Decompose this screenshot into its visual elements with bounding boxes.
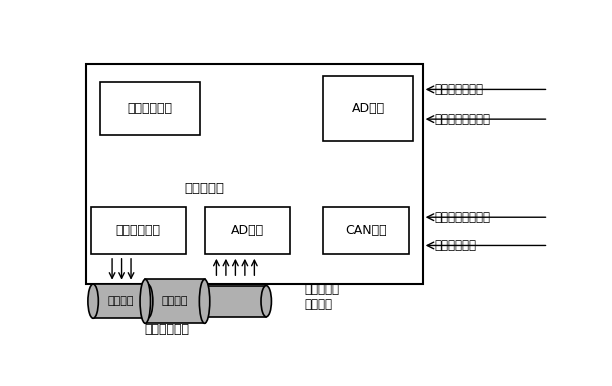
Bar — [93, 284, 147, 318]
Text: 转向输入信号: 转向输入信号 — [435, 239, 477, 252]
Bar — [86, 64, 423, 284]
Text: 电机驱动电路: 电机驱动电路 — [116, 224, 161, 237]
Text: 次级绕组: 次级绕组 — [162, 296, 188, 306]
Bar — [323, 76, 413, 141]
Text: 初级绕组: 初级绕组 — [107, 296, 133, 306]
Ellipse shape — [200, 279, 210, 323]
Text: 汽车行驶速度信号: 汽车行驶速度信号 — [435, 211, 491, 224]
Bar — [323, 207, 409, 254]
Text: AD采样: AD采样 — [231, 224, 264, 237]
Bar — [145, 279, 204, 323]
Ellipse shape — [143, 284, 153, 318]
Text: 直接推力算法: 直接推力算法 — [127, 102, 173, 115]
Bar — [204, 207, 290, 254]
Ellipse shape — [261, 286, 272, 317]
Text: 永磁直线电机: 永磁直线电机 — [144, 323, 189, 336]
Text: CAN通信: CAN通信 — [345, 224, 387, 237]
Text: AD采样: AD采样 — [352, 102, 385, 115]
Text: 转向机构转角信号: 转向机构转角信号 — [435, 113, 491, 125]
Text: 转向控制器: 转向控制器 — [185, 183, 225, 195]
Bar — [202, 286, 266, 317]
Bar — [91, 207, 185, 254]
Bar — [100, 82, 200, 135]
Ellipse shape — [88, 284, 99, 318]
Ellipse shape — [140, 279, 151, 323]
Text: 方向盘转角信号: 方向盘转角信号 — [435, 83, 483, 96]
Text: 电压、电流
检测信号: 电压、电流 检测信号 — [304, 283, 339, 312]
